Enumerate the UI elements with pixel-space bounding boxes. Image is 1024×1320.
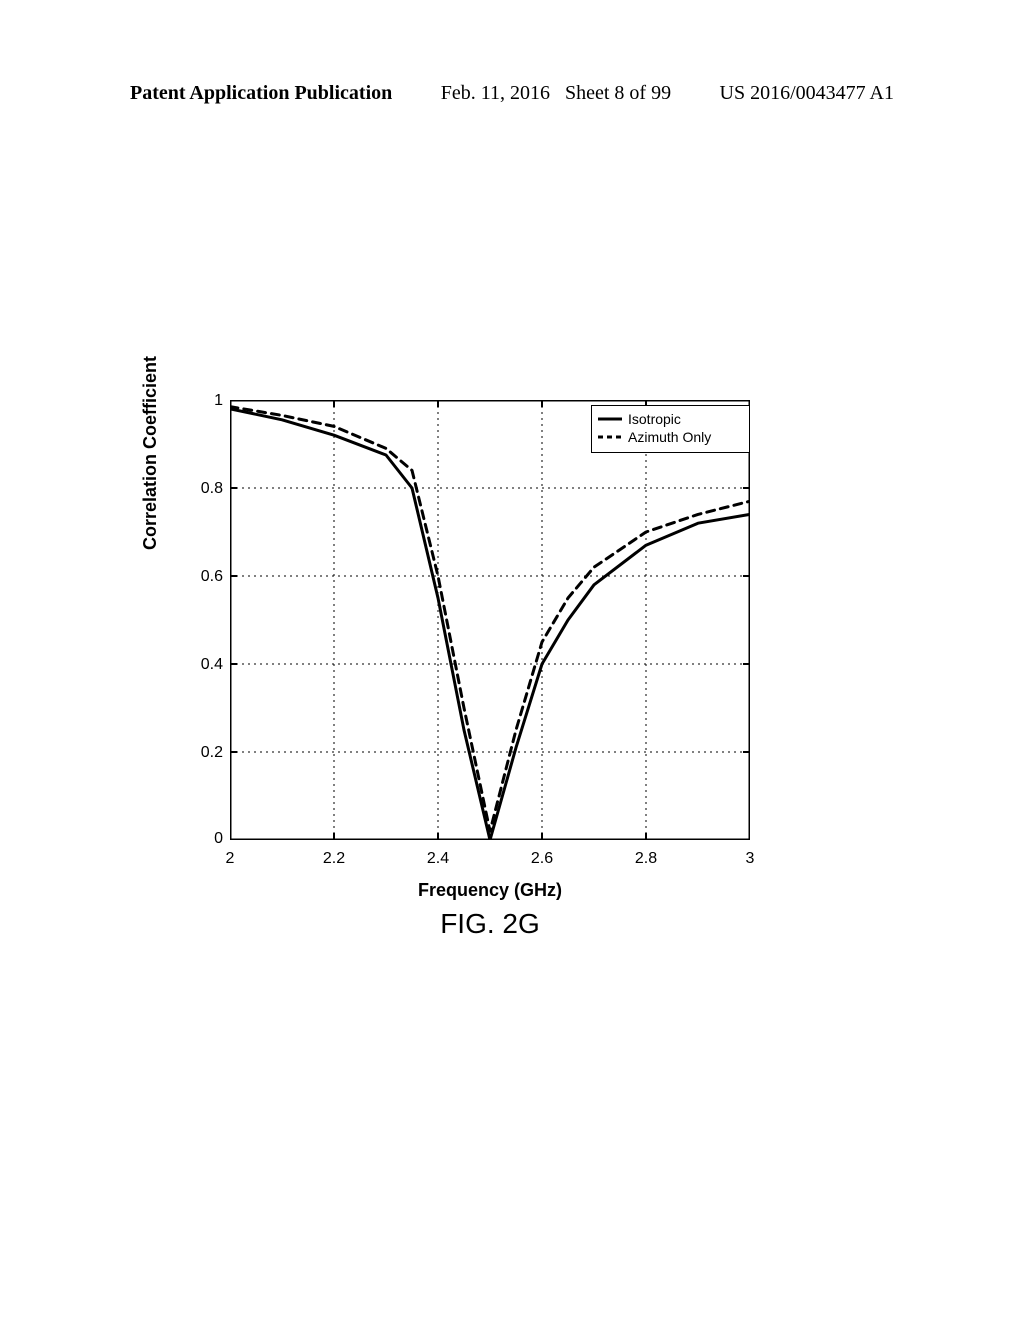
page-header: Patent Application Publication Feb. 11, …: [0, 82, 1024, 105]
chart-svg: [230, 400, 750, 840]
header-date: Feb. 11, 2016: [441, 82, 550, 104]
xtick-4: 2.8: [626, 850, 666, 868]
header-publication-type: Patent Application Publication: [130, 82, 392, 105]
header-sheet: Sheet 8 of 99: [565, 82, 671, 104]
ytick-5: 1: [185, 392, 223, 410]
xtick-5: 3: [730, 850, 770, 868]
figure-caption: FIG. 2G: [230, 908, 750, 940]
x-axis-label: Frequency (GHz): [230, 880, 750, 901]
ytick-2: 0.4: [185, 656, 223, 674]
header-date-sheet: Feb. 11, 2016 Sheet 8 of 99: [392, 82, 719, 105]
header-pubnum: US 2016/0043477 A1: [720, 82, 894, 105]
ytick-0: 0: [185, 830, 223, 848]
ytick-3: 0.6: [185, 568, 223, 586]
xtick-1: 2.2: [314, 850, 354, 868]
legend-item-isotropic: Isotropic: [598, 411, 743, 427]
legend: Isotropic Azimuth Only: [591, 405, 750, 453]
chart-area: Isotropic Azimuth Only: [230, 400, 750, 840]
legend-label-isotropic: Isotropic: [628, 411, 681, 427]
y-axis-label: Correlation Coefficient: [140, 356, 161, 550]
legend-swatch-solid: [598, 413, 622, 425]
legend-label-azimuth: Azimuth Only: [628, 429, 711, 445]
ytick-4: 0.8: [185, 480, 223, 498]
legend-item-azimuth: Azimuth Only: [598, 429, 743, 445]
xtick-3: 2.6: [522, 850, 562, 868]
page: Patent Application Publication Feb. 11, …: [0, 0, 1024, 1320]
legend-swatch-dashed: [598, 431, 622, 443]
ytick-1: 0.2: [185, 744, 223, 762]
xtick-0: 2: [210, 850, 250, 868]
xtick-2: 2.4: [418, 850, 458, 868]
